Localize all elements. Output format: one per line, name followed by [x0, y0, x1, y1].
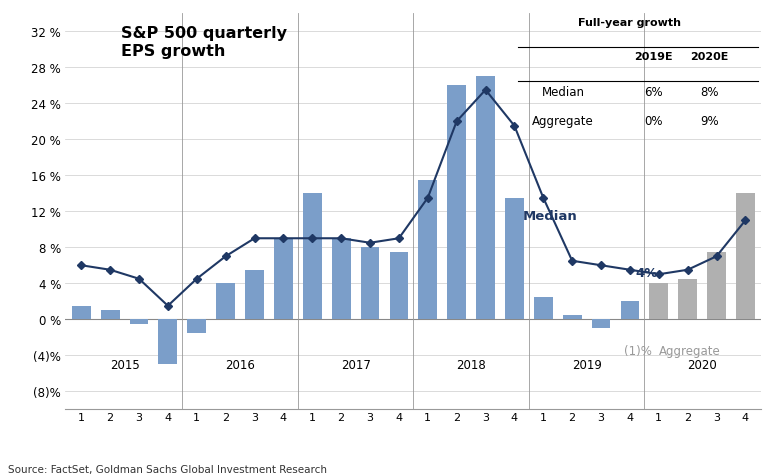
Bar: [591, 319, 611, 328]
Text: S&P 500 quarterly
EPS growth: S&P 500 quarterly EPS growth: [121, 26, 287, 59]
Text: Source: FactSet, Goldman Sachs Global Investment Research: Source: FactSet, Goldman Sachs Global In…: [8, 464, 327, 474]
Text: 4%: 4%: [636, 267, 658, 279]
Bar: [621, 302, 639, 319]
Text: 9%: 9%: [700, 115, 718, 128]
Bar: [649, 284, 668, 319]
Bar: [101, 310, 119, 319]
Text: 2019E: 2019E: [634, 52, 673, 62]
Bar: [331, 239, 351, 319]
Bar: [216, 284, 235, 319]
Text: 2016: 2016: [225, 358, 255, 371]
Bar: [303, 194, 321, 319]
Text: 0%: 0%: [644, 115, 663, 128]
Bar: [678, 279, 697, 319]
Bar: [188, 319, 206, 333]
Text: Median: Median: [523, 210, 578, 223]
Bar: [72, 306, 91, 319]
Bar: [158, 319, 178, 365]
Bar: [130, 319, 148, 324]
Bar: [274, 239, 293, 319]
Bar: [418, 180, 437, 319]
Text: Aggregate: Aggregate: [532, 115, 594, 128]
Text: 8%: 8%: [700, 85, 718, 99]
Bar: [448, 86, 466, 319]
Text: Aggregate: Aggregate: [659, 345, 721, 357]
Bar: [361, 248, 379, 319]
Text: 2020E: 2020E: [690, 52, 728, 62]
Bar: [505, 198, 524, 319]
Text: 6%: 6%: [644, 85, 663, 99]
Text: 2018: 2018: [456, 358, 486, 371]
Bar: [390, 252, 408, 319]
Text: 2017: 2017: [341, 358, 371, 371]
Text: (1)%: (1)%: [624, 345, 652, 357]
Text: 2020: 2020: [687, 358, 717, 371]
Text: Full-year growth: Full-year growth: [578, 18, 681, 28]
Bar: [476, 77, 495, 319]
Bar: [245, 270, 264, 319]
Bar: [534, 297, 553, 319]
Bar: [707, 252, 726, 319]
Text: Median: Median: [541, 85, 584, 99]
Text: 2015: 2015: [110, 358, 139, 371]
Bar: [563, 315, 581, 319]
Bar: [736, 194, 755, 319]
Text: 2019: 2019: [571, 358, 601, 371]
